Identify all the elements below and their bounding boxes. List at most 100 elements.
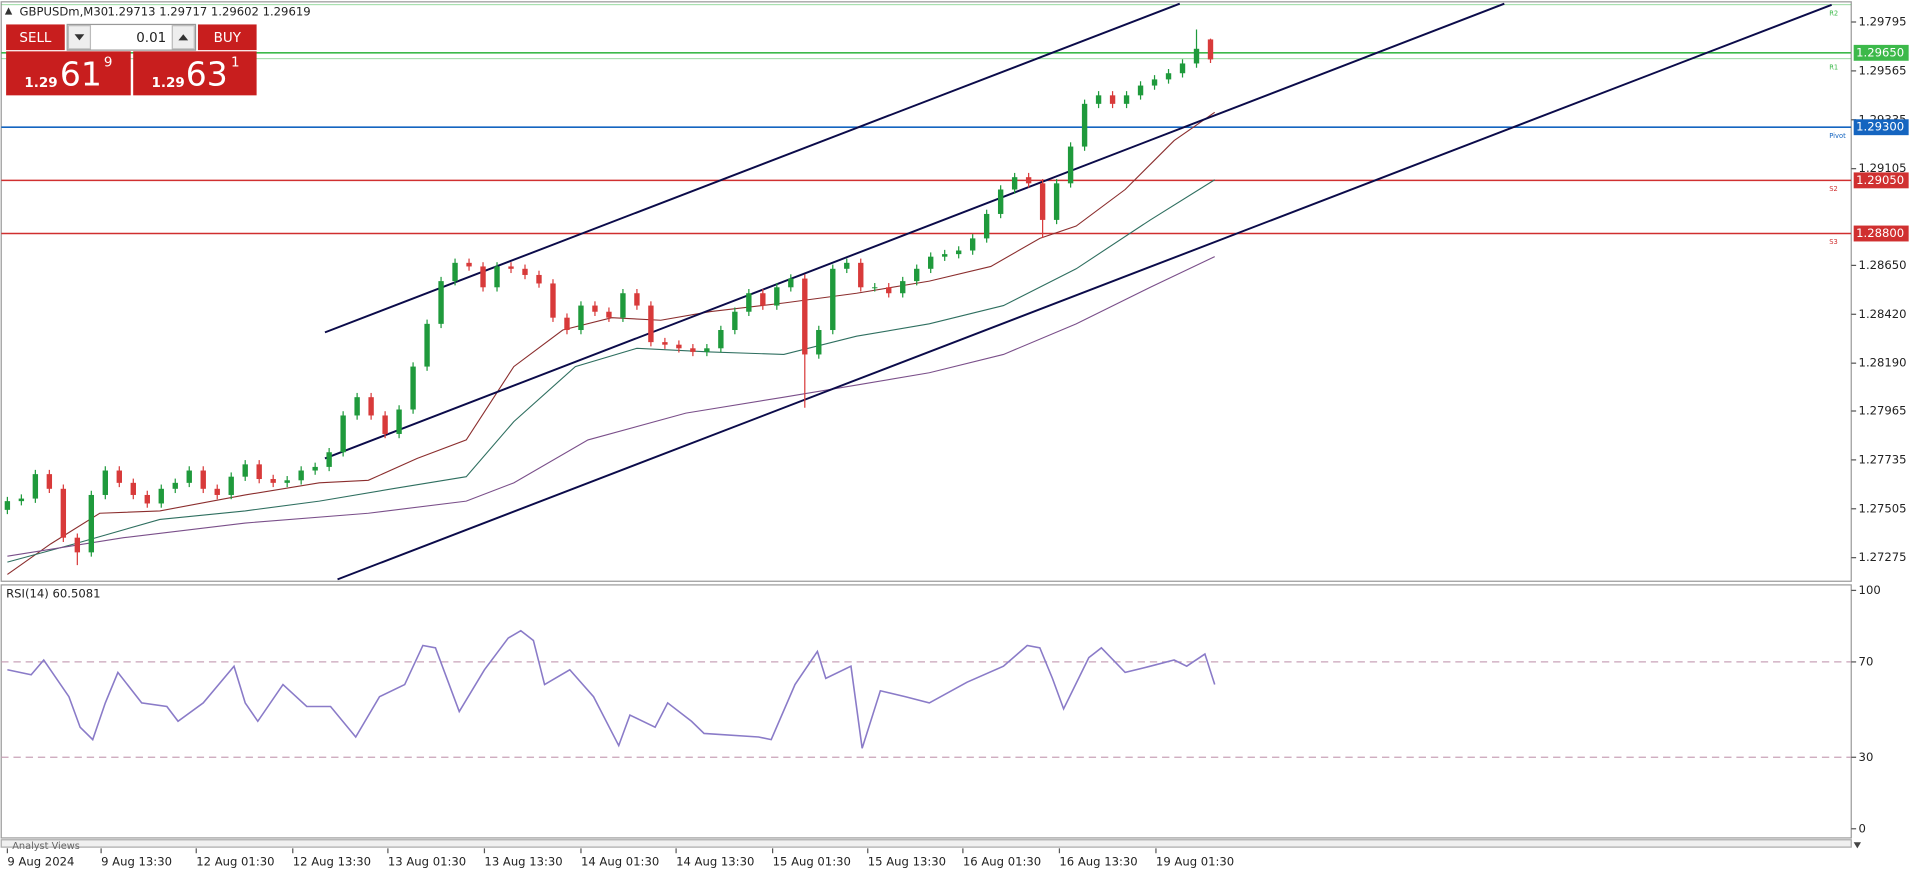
candle-body — [648, 305, 654, 343]
candle-body — [354, 397, 360, 416]
x-tick-label: 19 Aug 01:30 — [1156, 854, 1234, 868]
candle-body — [788, 278, 794, 288]
candle-body — [564, 317, 570, 331]
sell-price-big: 1.29 — [24, 76, 57, 91]
candle-body — [592, 305, 598, 312]
candle-body — [74, 537, 81, 553]
pivot-label: R2 — [1829, 9, 1838, 17]
candle-body — [1053, 183, 1060, 220]
candle-body — [256, 464, 262, 480]
buy-price-box[interactable] — [133, 51, 257, 96]
candle-body — [690, 348, 696, 352]
candle-body — [242, 464, 248, 477]
candle-body — [284, 480, 290, 483]
candle-body — [578, 305, 584, 331]
candle-body — [60, 488, 67, 538]
footer-arrow[interactable] — [1853, 842, 1862, 849]
candle-body — [955, 250, 962, 255]
trend-line — [324, 2, 1505, 460]
candle-body — [1193, 48, 1200, 64]
candle-body — [886, 287, 892, 294]
candle-body — [200, 470, 206, 489]
candle-body — [536, 274, 542, 284]
candle-body — [732, 311, 738, 331]
main-frame — [0, 1, 1852, 582]
candle-body — [466, 262, 472, 267]
candle-body — [1095, 95, 1102, 104]
pivot-label: Pivot — [1829, 132, 1846, 140]
x-tick-label: 16 Aug 13:30 — [1059, 854, 1137, 868]
price-level-box — [1853, 172, 1909, 189]
candle-body — [760, 293, 766, 306]
y-tick-label: 1.29795 — [1859, 14, 1907, 28]
moving-average — [7, 111, 1216, 575]
rsi-line — [7, 629, 1216, 749]
candle-body — [452, 262, 458, 282]
candle-body — [158, 488, 164, 504]
sell-button[interactable] — [6, 24, 65, 51]
y-tick-label: 1.28420 — [1859, 307, 1907, 321]
candle-body — [340, 415, 346, 453]
candle-body — [214, 488, 220, 495]
candle-body — [872, 287, 878, 289]
candle-body — [368, 397, 374, 416]
x-tick-label: 12 Aug 01:30 — [196, 854, 274, 868]
candle-body — [438, 281, 444, 324]
x-tick-label: 14 Aug 13:30 — [676, 854, 754, 868]
footer-tab-label[interactable]: Analyst Views — [12, 841, 80, 852]
buy-button[interactable] — [197, 24, 257, 51]
candle-body — [410, 366, 416, 410]
candle-body — [620, 293, 626, 318]
candle-body — [116, 470, 122, 483]
price-level-box — [1853, 44, 1909, 61]
y-tick-label: 1.27965 — [1859, 403, 1907, 417]
rsi-title: RSI(14) 60.5081 — [6, 587, 100, 601]
pivot-label: R1 — [1829, 63, 1838, 71]
candle-body — [634, 293, 640, 306]
buy-label: BUY — [214, 31, 242, 46]
y-tick-label: 70 — [1859, 654, 1874, 668]
x-tick-label: 12 Aug 13:30 — [293, 854, 371, 868]
candle-body — [396, 409, 402, 434]
candle-body — [942, 254, 948, 257]
candle-body — [130, 482, 136, 495]
candle-body — [1165, 73, 1172, 80]
candle-body — [928, 256, 934, 269]
y-tick-label: 1.29565 — [1859, 63, 1907, 77]
buy-price-pips: 63 — [186, 54, 228, 93]
candle-body — [1011, 177, 1018, 190]
x-tick-label: 9 Aug 13:30 — [101, 854, 172, 868]
candle-body — [102, 470, 108, 495]
x-tick-label: 13 Aug 01:30 — [388, 854, 466, 868]
x-tick-label: 9 Aug 2024 — [7, 854, 74, 868]
candle-body — [1207, 39, 1214, 60]
candle-body — [746, 293, 752, 312]
candle-body — [4, 501, 11, 510]
rsi-frame — [0, 584, 1852, 839]
candle-body — [704, 348, 710, 352]
x-tick-label: 16 Aug 01:30 — [963, 854, 1041, 868]
candle-body — [900, 281, 906, 294]
candle-body — [1123, 95, 1130, 104]
sell-price-box[interactable] — [6, 51, 131, 96]
candle-body — [606, 311, 612, 318]
pivot-label: S3 — [1829, 238, 1838, 246]
candle-body — [997, 189, 1004, 214]
price-level-box — [1853, 225, 1909, 242]
candle-body — [1081, 103, 1088, 147]
x-tick-label: 13 Aug 13:30 — [484, 854, 562, 868]
quote: 1.29713 1.29717 1.29602 1.29619 — [108, 5, 311, 19]
candle-body — [1109, 95, 1116, 104]
price-level-label: 1.29650 — [1856, 45, 1904, 59]
candle-body — [676, 344, 682, 349]
candle-body — [494, 266, 500, 288]
candle-body — [144, 494, 150, 504]
collapse-icon[interactable] — [4, 7, 13, 15]
x-tick-label: 15 Aug 13:30 — [868, 854, 946, 868]
candle-body — [508, 266, 514, 269]
rsi-plot — [1, 629, 1852, 758]
x-tick-label: 14 Aug 01:30 — [581, 854, 659, 868]
candle-body — [983, 213, 990, 239]
